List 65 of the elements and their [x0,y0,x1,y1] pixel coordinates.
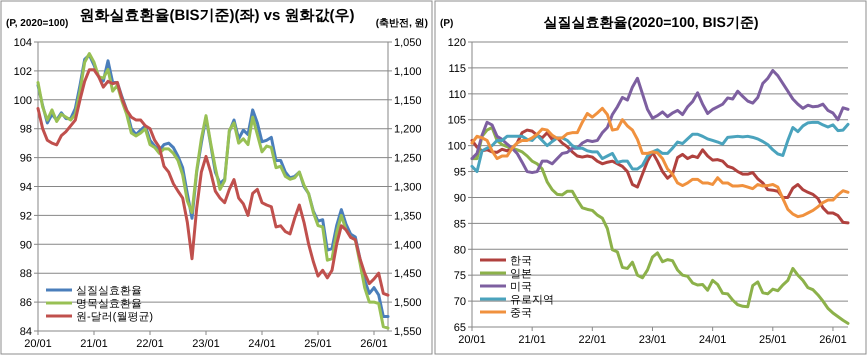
y-axis-title: (P, 2020=100) [6,18,68,29]
x-tick-label: 24/01 [248,338,276,350]
y-tick-label: 80 [454,244,466,256]
legend-label: 중국 [510,307,532,319]
y-tick-label: 115 [448,62,466,75]
y2-tick-label: 1,450 [394,268,422,280]
line-series [470,126,850,325]
legend-label: 유로지역 [510,294,554,306]
y2-tick-label: 1,350 [394,210,422,222]
y2-tick-label: 1,500 [394,297,422,310]
y-tick-label: 120 [448,37,466,49]
y2-tick-label: 1,400 [394,239,422,252]
y-tick-label: 92 [20,210,32,222]
y2-tick-label: 1,050 [394,37,422,49]
x-tick-label: 25/01 [304,338,332,350]
line-series [470,120,850,174]
y-tick-label: 96 [20,152,32,165]
y-tick-label: 65 [454,322,466,334]
y-tick-label: 94 [20,182,32,194]
line-series [470,106,850,218]
y-tick-label: 95 [454,166,466,179]
y-axis-title: (P) [440,18,454,29]
x-tick-label: 24/01 [698,334,726,346]
legend-label: 미국 [510,281,532,293]
y-tick-label: 102 [14,66,32,78]
y-tick-label: 105 [448,114,466,127]
y-tick-label: 100 [14,94,32,107]
y-tick-label: 90 [454,192,466,204]
legend-label: 명목실효환율 [76,298,142,310]
x-tick-label: 25/01 [759,334,787,346]
y-tick-label: 70 [454,296,466,308]
y-tick-label: 88 [20,268,32,280]
legend-label: 원-달러(월평균) [76,311,153,323]
x-tick-label: 21/01 [518,334,546,346]
y2-tick-label: 1,200 [394,124,422,136]
y-tick-label: 100 [448,140,466,153]
x-tick-label: 26/01 [360,338,388,350]
y2-axis-title: (축반전, 원) [376,18,428,29]
x-tick-label: 23/01 [638,334,666,346]
y-tick-label: 90 [20,239,32,252]
legend-label: 실질실효환율 [76,285,142,297]
y-tick-label: 98 [20,124,32,136]
y2-tick-label: 1,100 [394,66,422,78]
y-tick-label: 84 [20,326,32,338]
x-tick-label: 20/01 [458,334,486,346]
legend-label: 한국 [510,255,532,267]
x-tick-label: 20/01 [24,338,52,350]
y-tick-label: 75 [454,270,466,282]
line-series [470,69,850,174]
y-tick-label: 86 [20,297,32,310]
y-tick-label: 110 [448,88,466,101]
legend-label: 일본 [510,268,532,280]
y-tick-label: 85 [454,218,466,230]
y2-tick-label: 1,250 [394,152,422,165]
x-tick-label: 22/01 [136,338,164,350]
chart-title: 원화실효환율(BIS기준)(좌) vs 원화값(우) [80,7,354,24]
y-tick-label: 104 [14,37,32,49]
y2-tick-label: 1,300 [394,182,422,194]
y2-tick-label: 1,550 [394,326,422,338]
chart-title: 실질실효환율(2020=100, BIS기준) [543,14,759,30]
y2-tick-label: 1,150 [394,94,422,107]
x-tick-label: 22/01 [578,334,606,346]
x-tick-label: 21/01 [80,338,108,350]
x-tick-label: 26/01 [819,334,847,346]
x-tick-label: 23/01 [192,338,220,350]
